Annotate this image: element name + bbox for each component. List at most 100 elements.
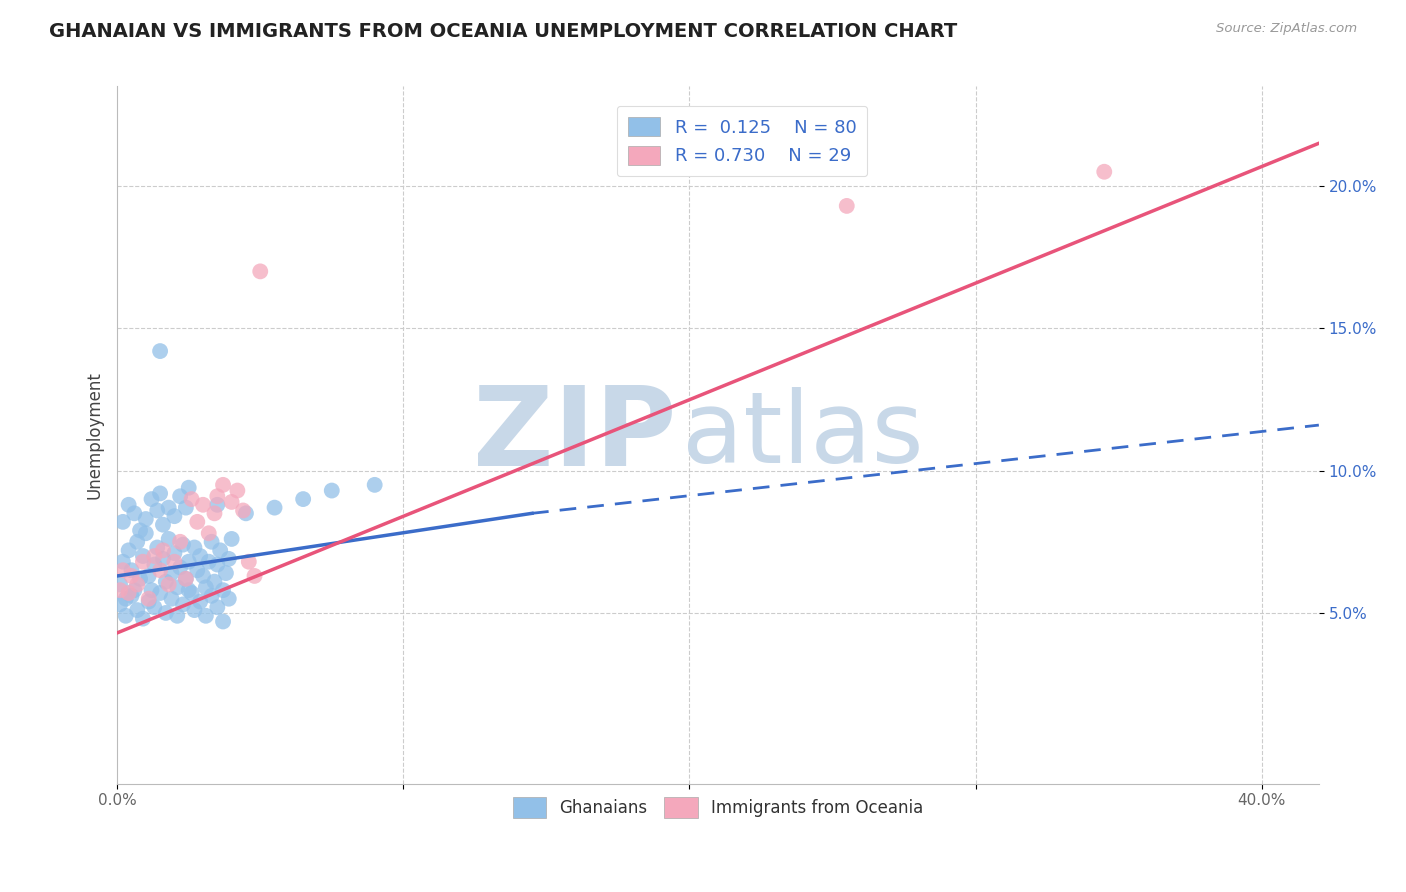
Point — [207, 489, 229, 503]
Point — [117, 586, 139, 600]
Point — [209, 543, 232, 558]
Point — [146, 503, 169, 517]
Point — [114, 608, 136, 623]
Point — [1092, 165, 1115, 179]
Point — [221, 532, 243, 546]
Point — [218, 552, 240, 566]
Point — [149, 563, 172, 577]
Point — [174, 500, 197, 515]
Point — [152, 543, 174, 558]
Point — [129, 524, 152, 538]
Point — [194, 580, 217, 594]
Point — [138, 594, 160, 608]
Point — [212, 615, 235, 629]
Point — [132, 612, 155, 626]
Point — [212, 478, 235, 492]
Point — [132, 555, 155, 569]
Point — [108, 583, 131, 598]
Point — [143, 558, 166, 572]
Point — [155, 606, 177, 620]
Point — [152, 517, 174, 532]
Point — [197, 526, 219, 541]
Point — [166, 580, 188, 594]
Point — [132, 549, 155, 563]
Text: Source: ZipAtlas.com: Source: ZipAtlas.com — [1216, 22, 1357, 36]
Legend: Ghanaians, Immigrants from Oceania: Ghanaians, Immigrants from Oceania — [506, 790, 929, 824]
Point — [117, 543, 139, 558]
Point — [263, 500, 285, 515]
Point — [108, 598, 131, 612]
Point — [160, 566, 183, 580]
Point — [218, 591, 240, 606]
Point — [197, 555, 219, 569]
Point — [835, 199, 858, 213]
Point — [141, 492, 163, 507]
Point — [207, 600, 229, 615]
Y-axis label: Unemployment: Unemployment — [86, 371, 103, 499]
Point — [157, 532, 180, 546]
Text: atlas: atlas — [682, 386, 924, 483]
Point — [186, 515, 208, 529]
Point — [111, 555, 134, 569]
Point — [183, 603, 205, 617]
Text: GHANAIAN VS IMMIGRANTS FROM OCEANIA UNEMPLOYMENT CORRELATION CHART: GHANAIAN VS IMMIGRANTS FROM OCEANIA UNEM… — [49, 22, 957, 41]
Point — [363, 478, 385, 492]
Text: ZIP: ZIP — [472, 382, 676, 489]
Point — [163, 546, 186, 560]
Point — [172, 598, 194, 612]
Point — [127, 534, 149, 549]
Point — [121, 563, 143, 577]
Point — [180, 586, 202, 600]
Point — [121, 589, 143, 603]
Point — [157, 577, 180, 591]
Point — [204, 506, 226, 520]
Point — [146, 541, 169, 555]
Point — [186, 563, 208, 577]
Point — [108, 577, 131, 591]
Point — [212, 583, 235, 598]
Point — [152, 552, 174, 566]
Point — [117, 498, 139, 512]
Point — [124, 583, 146, 598]
Point — [204, 574, 226, 589]
Point — [149, 486, 172, 500]
Point — [232, 503, 254, 517]
Point — [183, 541, 205, 555]
Point — [166, 608, 188, 623]
Point — [143, 600, 166, 615]
Point — [249, 264, 271, 278]
Point — [169, 560, 191, 574]
Point — [177, 583, 200, 598]
Point — [201, 589, 224, 603]
Point — [191, 498, 214, 512]
Point — [127, 603, 149, 617]
Point — [121, 569, 143, 583]
Point — [114, 591, 136, 606]
Point — [127, 577, 149, 591]
Point — [169, 534, 191, 549]
Point — [235, 506, 257, 520]
Point — [138, 569, 160, 583]
Point — [129, 572, 152, 586]
Point — [111, 515, 134, 529]
Point — [188, 549, 211, 563]
Point — [194, 608, 217, 623]
Point — [177, 481, 200, 495]
Point — [157, 500, 180, 515]
Point — [321, 483, 343, 498]
Point — [238, 555, 260, 569]
Point — [292, 492, 315, 507]
Point — [207, 558, 229, 572]
Point — [191, 569, 214, 583]
Point — [138, 591, 160, 606]
Point — [207, 498, 229, 512]
Point — [111, 563, 134, 577]
Point — [163, 509, 186, 524]
Point — [124, 506, 146, 520]
Point — [149, 586, 172, 600]
Point — [180, 492, 202, 507]
Point — [135, 512, 157, 526]
Point — [169, 489, 191, 503]
Point — [141, 583, 163, 598]
Point — [226, 483, 249, 498]
